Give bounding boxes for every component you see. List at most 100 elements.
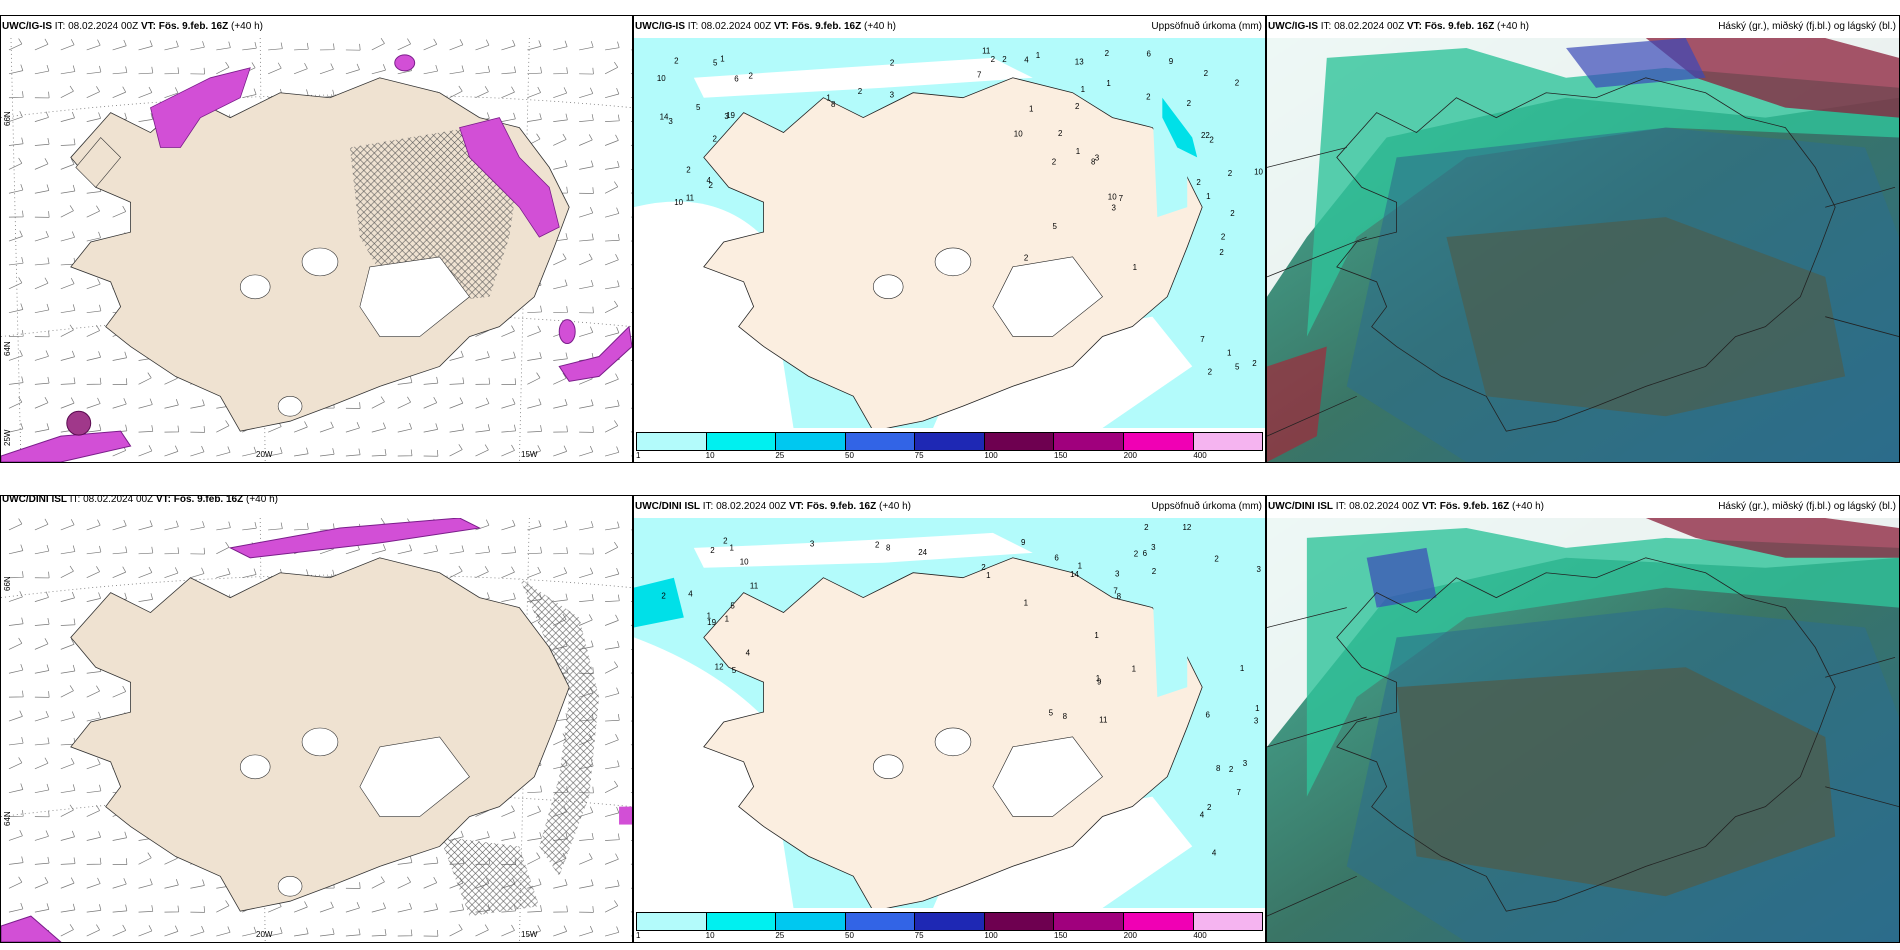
wind-barb xyxy=(86,231,101,242)
wind-barb xyxy=(190,41,205,51)
wind-barb xyxy=(501,378,517,385)
wind-barb xyxy=(475,351,490,361)
wind-barb xyxy=(60,231,75,242)
wind-barb xyxy=(501,424,516,433)
wind-barb xyxy=(190,879,205,889)
wind-barb xyxy=(605,879,620,889)
wind-barb xyxy=(553,398,568,409)
wind-barb xyxy=(164,425,180,433)
wind-barb xyxy=(501,86,515,99)
wind-barb xyxy=(604,687,620,698)
wind-barb xyxy=(8,396,23,409)
wind-barb xyxy=(293,901,308,913)
precip-value: 9 xyxy=(1021,538,1026,547)
wind-barb xyxy=(8,38,23,51)
wind-barb xyxy=(449,565,463,579)
wind-barb xyxy=(164,520,179,531)
wind-barb xyxy=(60,565,74,579)
wind-barb xyxy=(553,547,568,555)
wind-barb xyxy=(604,134,619,146)
wind-barb xyxy=(579,253,593,266)
legend-tick: 150 xyxy=(1054,451,1068,460)
wind-barb xyxy=(34,397,49,409)
wind-barb xyxy=(604,661,619,674)
wind-barb xyxy=(475,924,489,937)
wind-barb xyxy=(60,664,76,674)
wind-barb xyxy=(86,278,101,290)
precip-value: 1 xyxy=(1081,85,1086,94)
wind-barb xyxy=(8,230,23,242)
wind-barb xyxy=(579,41,594,51)
precip-value: 24 xyxy=(918,548,927,557)
wind-barb xyxy=(138,372,152,385)
wind-barb xyxy=(138,852,152,865)
precip-value: 1 xyxy=(1076,147,1081,156)
wind-barb xyxy=(371,38,385,51)
wind-barb xyxy=(475,39,490,51)
wind-barb xyxy=(216,568,231,579)
legend-tick: 1 xyxy=(636,451,641,460)
wind-barb xyxy=(34,691,50,698)
wind-barb xyxy=(475,377,491,385)
wind-barb xyxy=(579,567,594,579)
wind-barb xyxy=(60,618,76,626)
wind-barb xyxy=(216,420,230,433)
wind-barb xyxy=(604,853,619,865)
wind-barb xyxy=(579,233,594,242)
wind-barb xyxy=(579,614,593,626)
wind-barb xyxy=(86,424,102,433)
wind-barb xyxy=(60,711,75,722)
wind-barb xyxy=(345,928,361,937)
wind-barb xyxy=(449,39,464,51)
wind-barb xyxy=(527,40,542,51)
precip-value: 1 xyxy=(1132,665,1137,674)
wind-barb xyxy=(475,424,490,433)
legend-tick: 150 xyxy=(1054,931,1068,940)
precip-value: 1 xyxy=(1078,562,1083,571)
legend-tick: 100 xyxy=(984,931,998,940)
precip-value: 3 xyxy=(810,540,815,549)
wind-barb xyxy=(242,446,257,457)
wind-barb xyxy=(319,43,335,51)
precip-value: 10 xyxy=(740,557,749,566)
wind-barb xyxy=(449,423,465,433)
wind-barb xyxy=(527,425,542,433)
precip-value: 5 xyxy=(732,666,737,675)
precip-value: 2 xyxy=(709,181,714,190)
wind-barb xyxy=(371,876,385,889)
wind-barb xyxy=(579,279,594,290)
precip-value: 5 xyxy=(696,103,701,112)
wind-barb xyxy=(86,758,101,770)
wind-barb xyxy=(216,61,230,75)
wind-barb xyxy=(527,398,542,409)
wind-barb xyxy=(294,42,309,51)
wind-barb xyxy=(60,924,74,937)
wind-barb xyxy=(475,444,489,457)
precip-value: 11 xyxy=(750,581,759,590)
legend-tick: 25 xyxy=(775,451,785,460)
wind-barb xyxy=(138,905,154,913)
precip-value: 2 xyxy=(686,165,691,174)
wind-barb xyxy=(397,544,412,555)
wind-barb xyxy=(138,593,153,602)
wind-barb xyxy=(397,902,412,913)
precip-value: 2 xyxy=(1207,803,1212,812)
wind-barb xyxy=(86,304,102,314)
lon-label: 20W xyxy=(256,930,273,939)
legend-swatch xyxy=(1054,913,1124,930)
legend-tick: 400 xyxy=(1193,451,1207,460)
precip-value: 1 xyxy=(1240,664,1245,673)
wind-barb xyxy=(371,928,387,937)
precip-value: 11 xyxy=(1099,715,1108,724)
precip-value: 2 xyxy=(1134,549,1139,558)
wind-barb xyxy=(86,86,100,99)
wind-barb xyxy=(605,760,620,770)
legend-tick: 100 xyxy=(984,451,998,460)
legend-swatch xyxy=(1193,433,1263,450)
wind-barb xyxy=(579,879,594,889)
wind-barb xyxy=(604,780,619,794)
wind-barb xyxy=(86,112,101,122)
precip-value: 3 xyxy=(1257,565,1262,574)
legend-swatch xyxy=(1123,913,1194,930)
wind-barb xyxy=(86,519,101,531)
